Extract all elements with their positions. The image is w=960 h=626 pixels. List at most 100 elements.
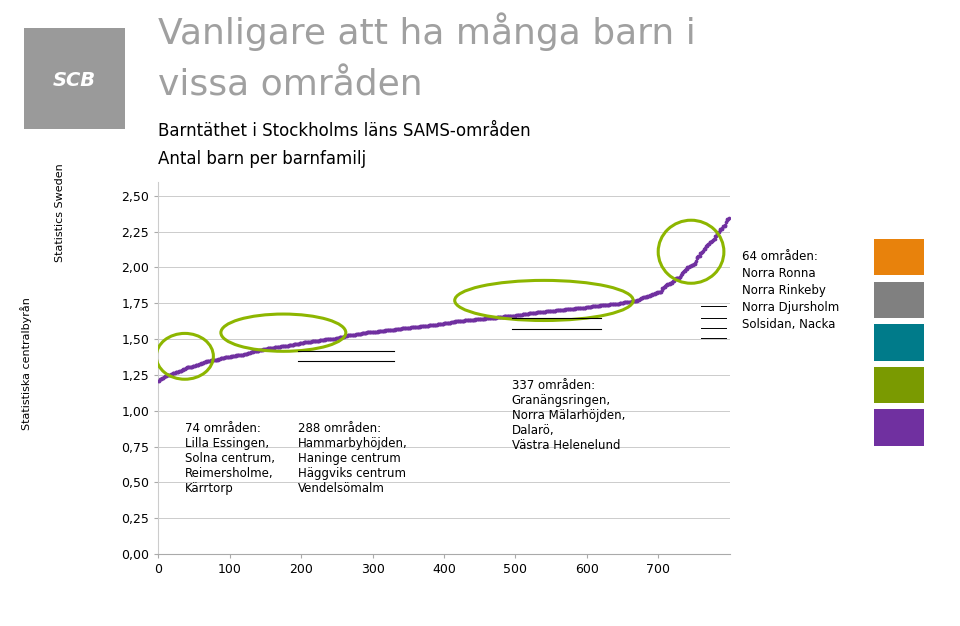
Point	[180, 362, 196, 372]
Point	[225, 351, 240, 361]
Point	[344, 330, 359, 340]
Point	[481, 313, 496, 323]
Point	[309, 336, 324, 346]
Point	[187, 361, 203, 371]
Point	[353, 329, 369, 339]
Point	[389, 324, 404, 334]
Point	[629, 295, 644, 305]
Point	[529, 307, 544, 317]
Point	[204, 356, 220, 366]
Point	[645, 289, 660, 299]
Point	[641, 291, 657, 301]
Point	[552, 305, 567, 315]
Point	[472, 314, 488, 324]
Point	[155, 374, 170, 384]
Point	[444, 317, 459, 327]
Point	[188, 361, 204, 371]
Point	[484, 313, 499, 323]
Point	[411, 322, 426, 332]
Point	[250, 346, 265, 356]
Point	[553, 305, 568, 315]
Point	[534, 307, 549, 317]
Point	[556, 305, 571, 315]
Point	[434, 319, 449, 329]
Point	[692, 250, 708, 260]
Point	[417, 321, 432, 331]
Point	[675, 269, 690, 279]
Point	[511, 310, 526, 320]
Point	[222, 352, 237, 362]
Point	[664, 278, 680, 288]
Point	[439, 318, 454, 328]
Point	[551, 305, 566, 315]
Point	[477, 314, 492, 324]
Point	[272, 342, 287, 352]
Point	[494, 312, 510, 322]
Point	[618, 297, 634, 307]
Point	[238, 349, 253, 359]
Point	[161, 370, 177, 380]
Point	[432, 319, 447, 329]
Point	[252, 346, 267, 356]
Point	[614, 298, 630, 308]
Point	[606, 299, 621, 309]
Point	[308, 336, 324, 346]
Point	[549, 305, 564, 315]
Point	[419, 321, 434, 331]
Point	[444, 317, 460, 327]
Point	[531, 307, 546, 317]
Point	[677, 266, 692, 276]
Text: Statistics Sweden: Statistics Sweden	[56, 163, 65, 262]
Point	[331, 332, 347, 342]
Point	[449, 316, 465, 326]
Point	[709, 229, 725, 239]
Point	[408, 322, 423, 332]
Point	[604, 299, 619, 309]
Point	[219, 352, 234, 362]
Point	[648, 288, 663, 298]
Point	[159, 371, 175, 381]
Point	[322, 334, 337, 344]
Point	[240, 349, 255, 359]
Point	[609, 299, 624, 309]
Point	[605, 299, 620, 309]
Point	[661, 279, 677, 289]
Point	[237, 349, 252, 359]
Point	[572, 303, 588, 313]
Point	[717, 221, 732, 231]
Point	[546, 305, 562, 316]
Text: Barntäthet i Stockholms läns SAMS-områden: Barntäthet i Stockholms läns SAMS-område…	[158, 122, 531, 140]
Point	[520, 309, 536, 319]
Point	[442, 318, 457, 328]
Point	[352, 329, 368, 339]
Point	[254, 344, 270, 354]
Point	[525, 308, 540, 318]
Point	[522, 309, 538, 319]
Point	[502, 311, 517, 321]
Point	[378, 326, 394, 336]
Point	[276, 341, 292, 351]
Point	[203, 356, 218, 366]
Point	[624, 297, 639, 307]
Point	[498, 311, 514, 321]
Point	[427, 320, 443, 330]
Point	[452, 316, 468, 326]
Point	[256, 344, 272, 354]
Point	[505, 310, 520, 321]
Point	[305, 336, 321, 346]
Point	[163, 369, 179, 379]
Point	[475, 314, 491, 324]
Point	[670, 273, 685, 283]
Point	[666, 275, 682, 285]
Point	[275, 341, 290, 351]
Point	[274, 341, 289, 351]
Point	[470, 314, 486, 324]
Point	[574, 302, 589, 312]
Point	[411, 322, 426, 332]
Point	[262, 343, 277, 353]
Point	[542, 306, 558, 316]
Point	[270, 342, 285, 352]
Point	[705, 235, 720, 245]
Point	[504, 311, 519, 321]
Point	[180, 362, 195, 372]
